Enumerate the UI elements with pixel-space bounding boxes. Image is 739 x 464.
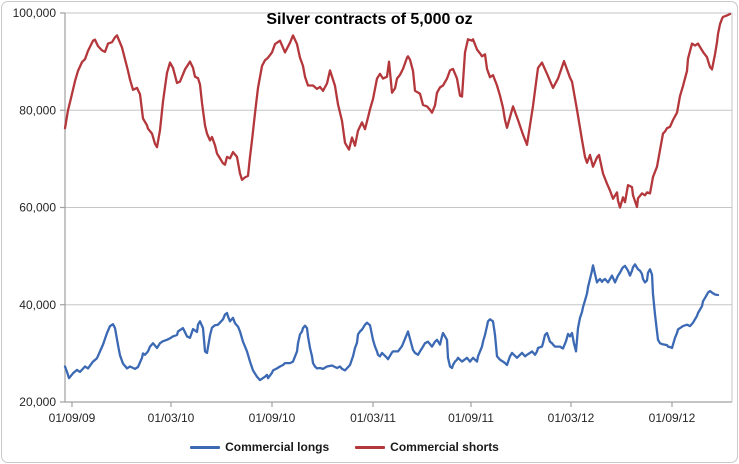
y-tick-label: 40,000 xyxy=(19,298,56,312)
legend-item-commercial-shorts: Commercial shorts xyxy=(355,440,499,454)
x-tick-label: 01/09/10 xyxy=(249,411,296,425)
y-tick-label: 80,000 xyxy=(19,103,56,117)
y-axis-tick-labels: 100,000 80,000 60,000 40,000 20,000 xyxy=(13,6,65,409)
x-axis-tick-labels: 01/09/09 01/03/10 01/09/10 01/03/11 01/09/11… xyxy=(49,402,696,425)
x-tick-label: 01/09/11 xyxy=(448,411,494,425)
legend-item-commercial-longs: Commercial longs xyxy=(190,440,329,454)
x-tick-label: 01/03/10 xyxy=(148,411,195,425)
x-tick-label: 01/09/09 xyxy=(49,411,96,425)
data-series-lines xyxy=(63,12,732,382)
chart-title: Silver contracts of 5,000 oz xyxy=(266,11,473,28)
chart-legend: Commercial longs Commercial shorts xyxy=(0,440,714,454)
x-tick-label: 01/09/12 xyxy=(649,411,696,425)
commercial-shorts-line xyxy=(63,12,732,209)
legend-label: Commercial longs xyxy=(225,440,330,454)
y-tick-label: 60,000 xyxy=(19,201,56,215)
legend-label: Commercial shorts xyxy=(390,440,499,454)
legend-line-swatch-red xyxy=(355,445,386,449)
commercial-longs-line xyxy=(63,263,720,382)
x-tick-label: 01/03/11 xyxy=(350,411,396,425)
y-tick-label: 100,000 xyxy=(13,6,57,20)
legend-line-swatch-blue xyxy=(190,445,221,449)
x-tick-label: 01/03/12 xyxy=(548,411,595,425)
y-tick-label: 20,000 xyxy=(19,395,56,409)
horizontal-gridlines xyxy=(65,12,732,306)
